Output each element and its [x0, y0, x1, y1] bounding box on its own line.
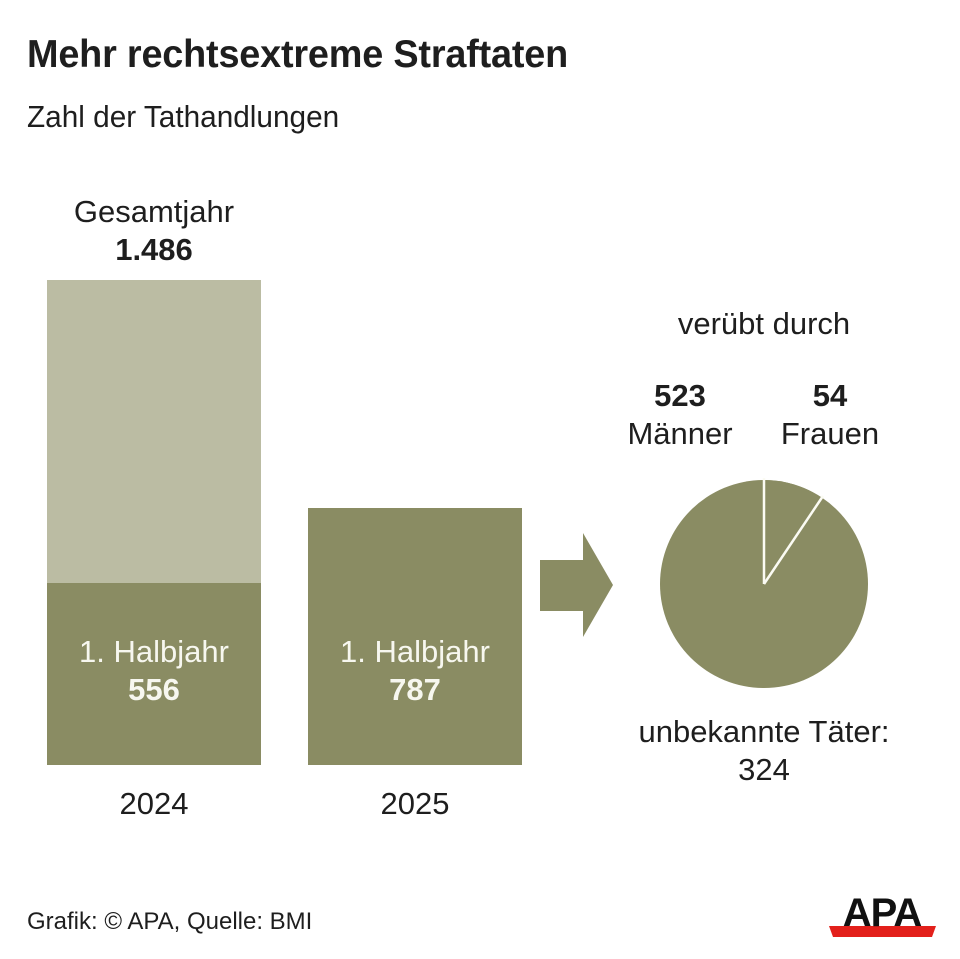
women-label-group: 54 Frauen [765, 377, 895, 453]
men-label: Männer [627, 416, 733, 451]
total-2024-label: Gesamtjahr [73, 194, 235, 229]
bar-2024-half-value: 556 [128, 672, 180, 707]
svg-text:APA: APA [843, 891, 922, 935]
men-value: 523 [654, 378, 706, 413]
unknown-label: unbekannte Täter: [638, 714, 890, 749]
pie-caption: verübt durch [677, 306, 851, 341]
chart-title: Mehr rechtsextreme Straftaten [27, 33, 569, 76]
men-label-group: 523 Männer [610, 377, 750, 453]
bar-2025-first-half: 1. Halbjahr 787 [308, 508, 522, 765]
bar-2024-full-year [47, 280, 261, 583]
total-2024-label-group: Gesamtjahr 1.486 [47, 193, 261, 269]
bar-2025-half-value: 787 [389, 672, 441, 707]
women-value: 54 [812, 378, 848, 413]
bar-2024-first-half: 1. Halbjahr 556 [47, 583, 261, 765]
unknown-perpetrators-group: unbekannte Täter: 324 [614, 713, 914, 789]
unknown-value: 324 [738, 752, 790, 787]
bar-2024-half-label: 1. Halbjahr [79, 634, 229, 669]
year-label-2024: 2024 [119, 786, 189, 821]
year-label-2025: 2025 [380, 786, 450, 821]
total-2024-value: 1.486 [115, 232, 193, 267]
chart-subtitle: Zahl der Tathandlungen [27, 99, 340, 134]
pie-slice-women [764, 480, 822, 584]
women-label: Frauen [780, 416, 880, 451]
source-credit: Grafik: © APA, Quelle: BMI [27, 908, 313, 935]
bar-2025-half-label: 1. Halbjahr [340, 634, 490, 669]
